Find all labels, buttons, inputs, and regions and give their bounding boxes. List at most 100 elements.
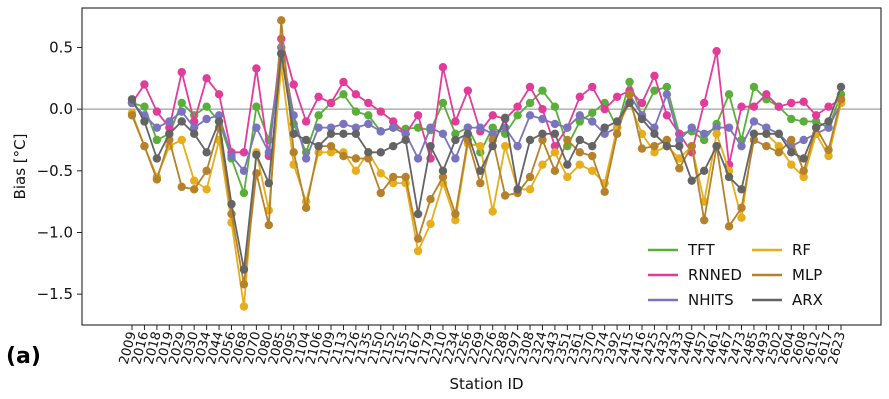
data-point — [202, 166, 211, 176]
data-point — [612, 129, 622, 139]
data-point — [451, 135, 460, 145]
data-point — [376, 148, 385, 157]
data-point — [762, 129, 771, 139]
data-point — [488, 123, 497, 132]
data-point — [451, 117, 460, 126]
series-line-arx — [131, 52, 842, 271]
data-point — [177, 135, 186, 145]
data-point — [811, 123, 821, 132]
panel-label: (a) — [6, 344, 41, 369]
data-point — [301, 154, 311, 163]
data-point — [749, 129, 759, 139]
data-point — [687, 176, 696, 185]
data-point — [289, 148, 298, 157]
data-point — [364, 154, 373, 163]
legend-item-nhits: NHITS — [648, 291, 734, 309]
data-point — [314, 92, 323, 102]
data-point — [500, 191, 510, 200]
series-line-mlp — [131, 19, 842, 286]
data-point — [165, 117, 174, 126]
data-point — [351, 123, 361, 132]
data-point — [413, 111, 423, 120]
data-point — [724, 123, 734, 132]
data-point — [426, 141, 435, 151]
data-point — [762, 123, 771, 132]
data-point — [426, 123, 435, 132]
data-point — [413, 234, 423, 243]
data-point — [787, 98, 796, 108]
data-point — [774, 148, 784, 157]
data-point — [289, 80, 298, 89]
data-point — [575, 92, 584, 102]
data-point — [824, 117, 833, 126]
data-point — [575, 135, 584, 145]
legend-label: ARX — [792, 291, 823, 309]
data-point — [538, 114, 547, 124]
data-point — [737, 213, 746, 222]
data-point — [326, 98, 336, 108]
data-point — [413, 154, 423, 163]
data-point — [588, 108, 597, 118]
data-point — [339, 77, 348, 87]
y-tick-label: 0.0 — [49, 100, 73, 118]
data-point — [650, 71, 659, 81]
legend-item-mlp: MLP — [752, 266, 822, 284]
data-point — [239, 265, 249, 274]
data-point — [463, 86, 473, 95]
data-point — [189, 185, 199, 194]
data-point — [239, 280, 249, 289]
data-point — [712, 129, 721, 139]
data-point — [650, 123, 659, 132]
data-point — [625, 77, 634, 87]
data-point — [314, 123, 323, 132]
legend-item-tft: TFT — [648, 241, 716, 259]
data-point — [326, 123, 336, 132]
series-rnned — [127, 34, 846, 169]
data-point — [177, 67, 186, 77]
data-point — [749, 82, 759, 92]
series-layer — [127, 16, 846, 311]
data-point — [699, 166, 709, 176]
data-point — [724, 222, 734, 231]
legend-label: MLP — [792, 266, 822, 284]
data-point — [737, 185, 746, 194]
data-point — [152, 107, 162, 116]
data-point — [513, 141, 522, 151]
data-point — [152, 135, 162, 145]
data-point — [389, 123, 398, 132]
data-point — [600, 123, 609, 132]
data-point — [152, 123, 162, 132]
data-point — [376, 107, 385, 116]
data-point — [787, 160, 796, 169]
data-point — [687, 123, 696, 132]
data-point — [525, 172, 535, 182]
data-point — [339, 90, 348, 99]
data-point — [277, 49, 286, 58]
data-point — [737, 102, 746, 111]
x-axis-title: Station ID — [449, 375, 523, 393]
data-point — [824, 145, 833, 155]
legend: TFT RNNED NHITS RF MLP ARX — [648, 241, 823, 309]
data-point — [438, 63, 448, 72]
data-point — [799, 135, 808, 145]
data-point — [600, 187, 609, 196]
data-point — [550, 119, 560, 129]
data-point — [463, 129, 473, 139]
data-point — [712, 141, 721, 151]
data-point — [202, 74, 211, 83]
data-point — [351, 90, 361, 99]
data-point — [364, 119, 373, 129]
data-point — [724, 172, 734, 182]
legend-label: TFT — [687, 241, 716, 259]
legend-label: RF — [792, 241, 811, 259]
data-point — [588, 117, 597, 126]
data-point — [575, 117, 584, 126]
data-point — [264, 220, 274, 230]
data-point — [252, 102, 261, 111]
data-point — [563, 160, 572, 169]
plot-frame — [81, 7, 882, 326]
data-point — [214, 117, 224, 126]
data-point — [712, 123, 721, 132]
series-line-nhits — [131, 46, 842, 172]
